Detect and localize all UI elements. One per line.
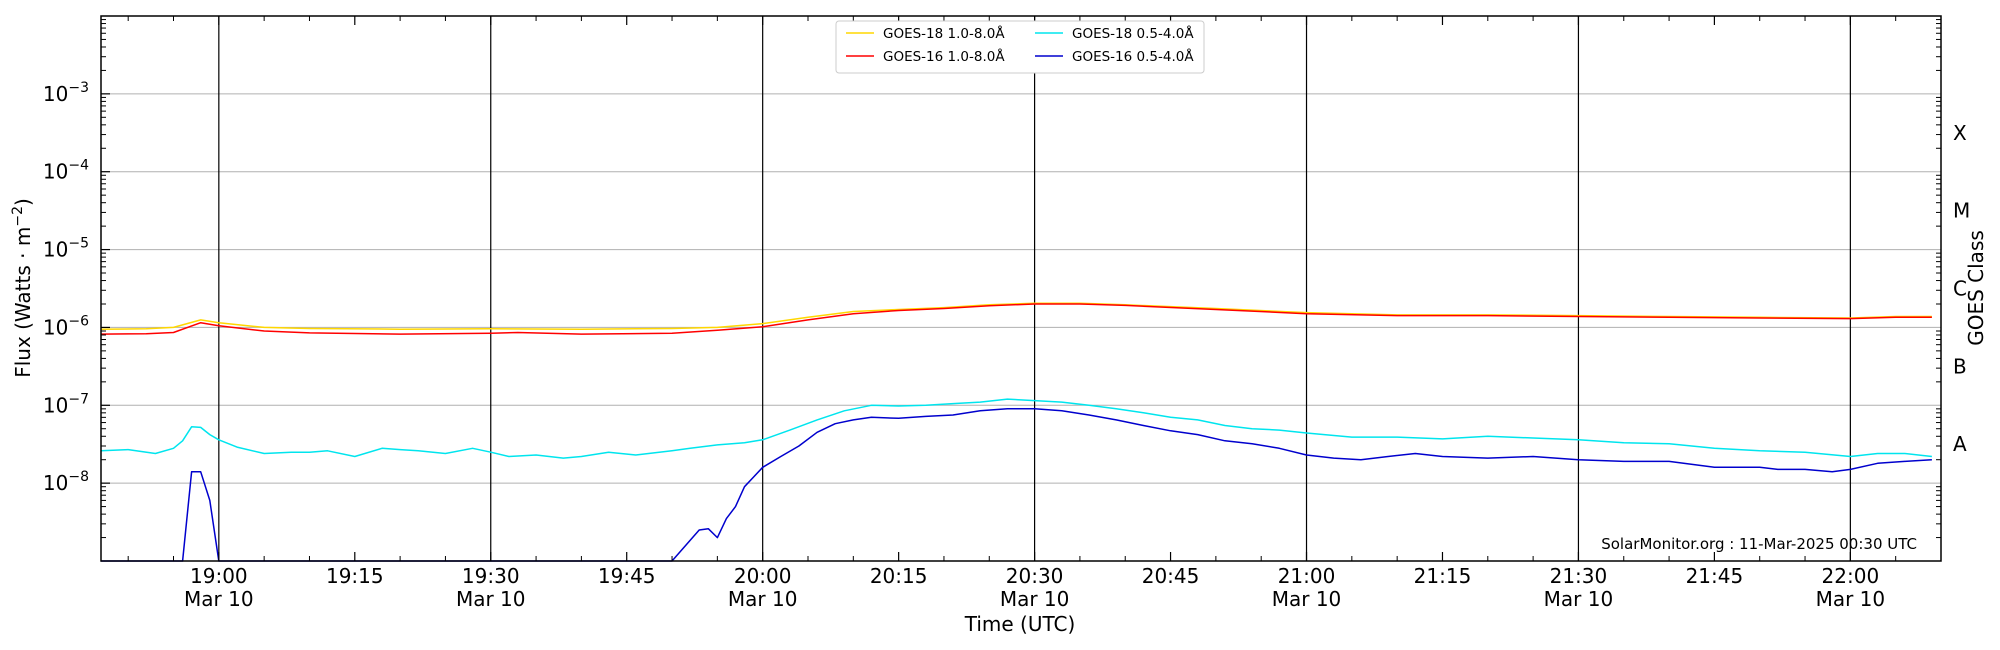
legend-label: GOES-16 1.0-8.0Å	[883, 48, 1005, 65]
plot-frame	[100, 15, 1942, 562]
x-tick-date-label: Mar 10	[728, 587, 798, 611]
legend-label: GOES-18 0.5-4.0Å	[1072, 25, 1194, 42]
x-axis-title: Time (UTC)	[964, 612, 1076, 636]
x-tick-label: 21:00	[1278, 564, 1336, 588]
goes-class-labels: A B C M X	[1953, 121, 1970, 456]
y-axis-title-exponent: −2	[10, 206, 26, 227]
x-tick-label: 19:00	[190, 564, 248, 588]
y-tick-label: 10−4	[43, 158, 89, 184]
x-tick-label: 20:15	[870, 564, 928, 588]
legend: GOES-18 1.0-8.0Å GOES-16 1.0-8.0Å GOES-18 …	[835, 20, 1205, 74]
x-tick-label: 21:15	[1414, 564, 1472, 588]
x-tick-label: 19:45	[598, 564, 656, 588]
x-tick-date-label: Mar 10	[1544, 587, 1614, 611]
x-tick-date-label: Mar 10	[1272, 587, 1342, 611]
y-tick-label: 10−3	[43, 80, 89, 106]
goes-class-label: X	[1953, 121, 1967, 145]
x-tick-date-label: Mar 10	[184, 587, 254, 611]
x-tick-label: 19:15	[326, 564, 384, 588]
tick-marks	[101, 16, 1942, 561]
legend-label: GOES-18 1.0-8.0Å	[883, 25, 1005, 42]
series-line	[100, 302, 1932, 330]
series-line	[100, 398, 1932, 459]
goes-class-label: A	[1953, 432, 1967, 456]
x-tick-date-label: Mar 10	[1000, 587, 1070, 611]
x-tick-label: 20:00	[734, 564, 792, 588]
y-tick-labels: 10−8 10−7 10−6 10−5 10−4 10−3	[43, 80, 89, 495]
x-tick-label: 19:30	[462, 564, 520, 588]
x-tick-date-label: Mar 10	[1816, 587, 1886, 611]
y-tick-label: 10−8	[43, 469, 89, 495]
y-tick-label: 10−7	[43, 391, 89, 417]
series-line	[101, 408, 1932, 562]
legend-box	[835, 20, 1205, 74]
legend-label: GOES-16 0.5-4.0Å	[1072, 48, 1194, 65]
x-tick-label: 20:30	[1006, 564, 1064, 588]
x-tick-label: 21:45	[1686, 564, 1744, 588]
y-tick-label: 10−6	[43, 313, 89, 339]
goes-class-label: C	[1953, 277, 1967, 301]
series-line	[100, 303, 1932, 335]
gridlines	[101, 16, 1941, 561]
goes-class-label: M	[1953, 199, 1970, 223]
y-tick-label: 10−5	[43, 236, 89, 262]
y-axis-title: Flux (Watts · m−2)	[10, 198, 35, 378]
x-tick-label: 22:00	[1822, 564, 1880, 588]
x-tick-date-label: Mar 10	[456, 587, 526, 611]
goes-class-label: B	[1953, 354, 1967, 378]
credit-text: SolarMonitor.org : 11-Mar-2025 00:30 UTC	[1601, 535, 1917, 553]
x-tick-label: 20:45	[1142, 564, 1200, 588]
series-lines	[100, 302, 1932, 562]
x-tick-label: 21:30	[1550, 564, 1608, 588]
y2-axis-title: GOES Class	[1964, 230, 1988, 346]
